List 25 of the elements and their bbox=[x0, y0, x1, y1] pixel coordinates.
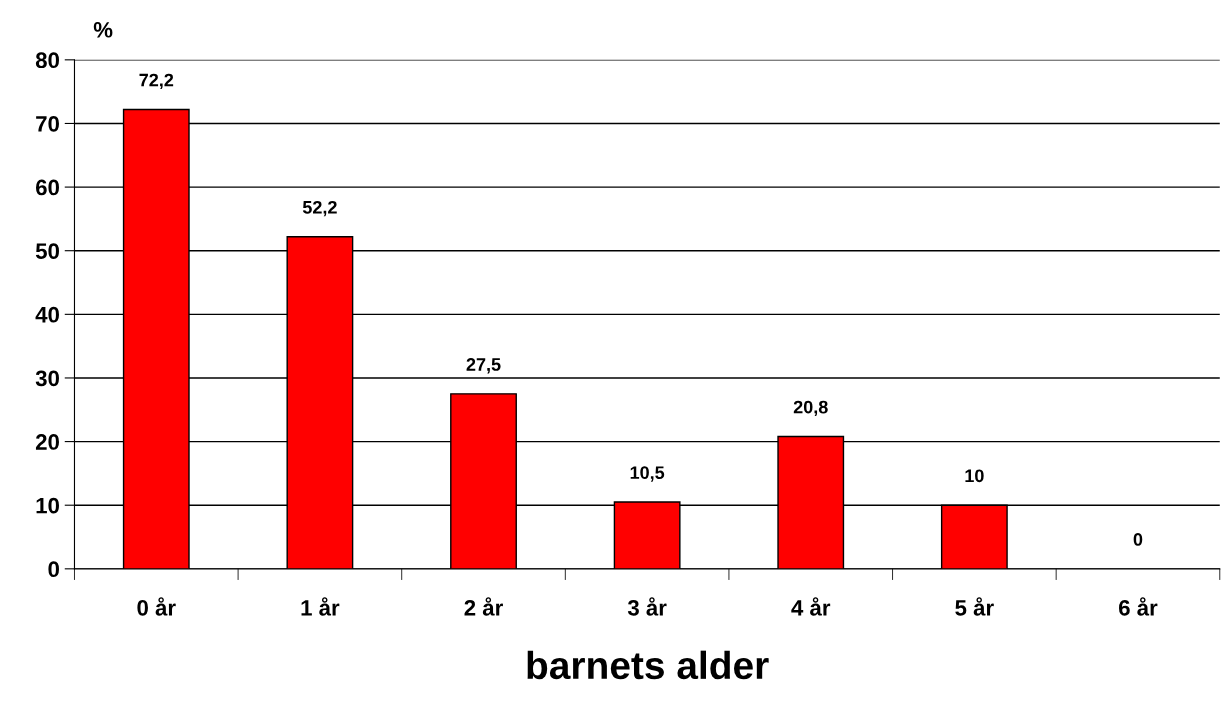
x-tick-label: 4 år bbox=[791, 597, 831, 616]
x-tick-label: 5 år bbox=[955, 597, 994, 616]
y-tick-label: 60 bbox=[35, 179, 59, 196]
y-tick-label: 0 bbox=[48, 561, 59, 578]
x-tick-label: 1 år bbox=[301, 597, 340, 616]
y-tick-label: 40 bbox=[35, 306, 59, 323]
data-label: 52,2 bbox=[302, 200, 337, 217]
y-tick-label: 50 bbox=[35, 243, 59, 259]
y-tick-label: 20 bbox=[35, 434, 59, 450]
y-tick-label: 30 bbox=[35, 370, 59, 387]
data-label: 72,2 bbox=[139, 73, 174, 90]
data-label: 10 bbox=[965, 469, 984, 483]
y-tick-label: 10 bbox=[36, 497, 59, 514]
x-tick-label: 3 år bbox=[627, 597, 667, 616]
x-axis-title: barnets alder bbox=[527, 650, 769, 680]
data-label: 0 bbox=[1133, 533, 1143, 546]
y-tick-label: 80 bbox=[35, 52, 59, 69]
x-tick-label: 2 år bbox=[464, 597, 503, 616]
data-label: 10,5 bbox=[630, 466, 665, 482]
x-tick-label: 0 år bbox=[137, 597, 176, 616]
y-axis-title: % bbox=[93, 21, 113, 38]
y-tick-label: 70 bbox=[36, 116, 59, 132]
data-label: 27,5 bbox=[466, 358, 501, 374]
data-label: 20,8 bbox=[793, 400, 828, 417]
x-tick-label: 6 år bbox=[1119, 597, 1158, 616]
